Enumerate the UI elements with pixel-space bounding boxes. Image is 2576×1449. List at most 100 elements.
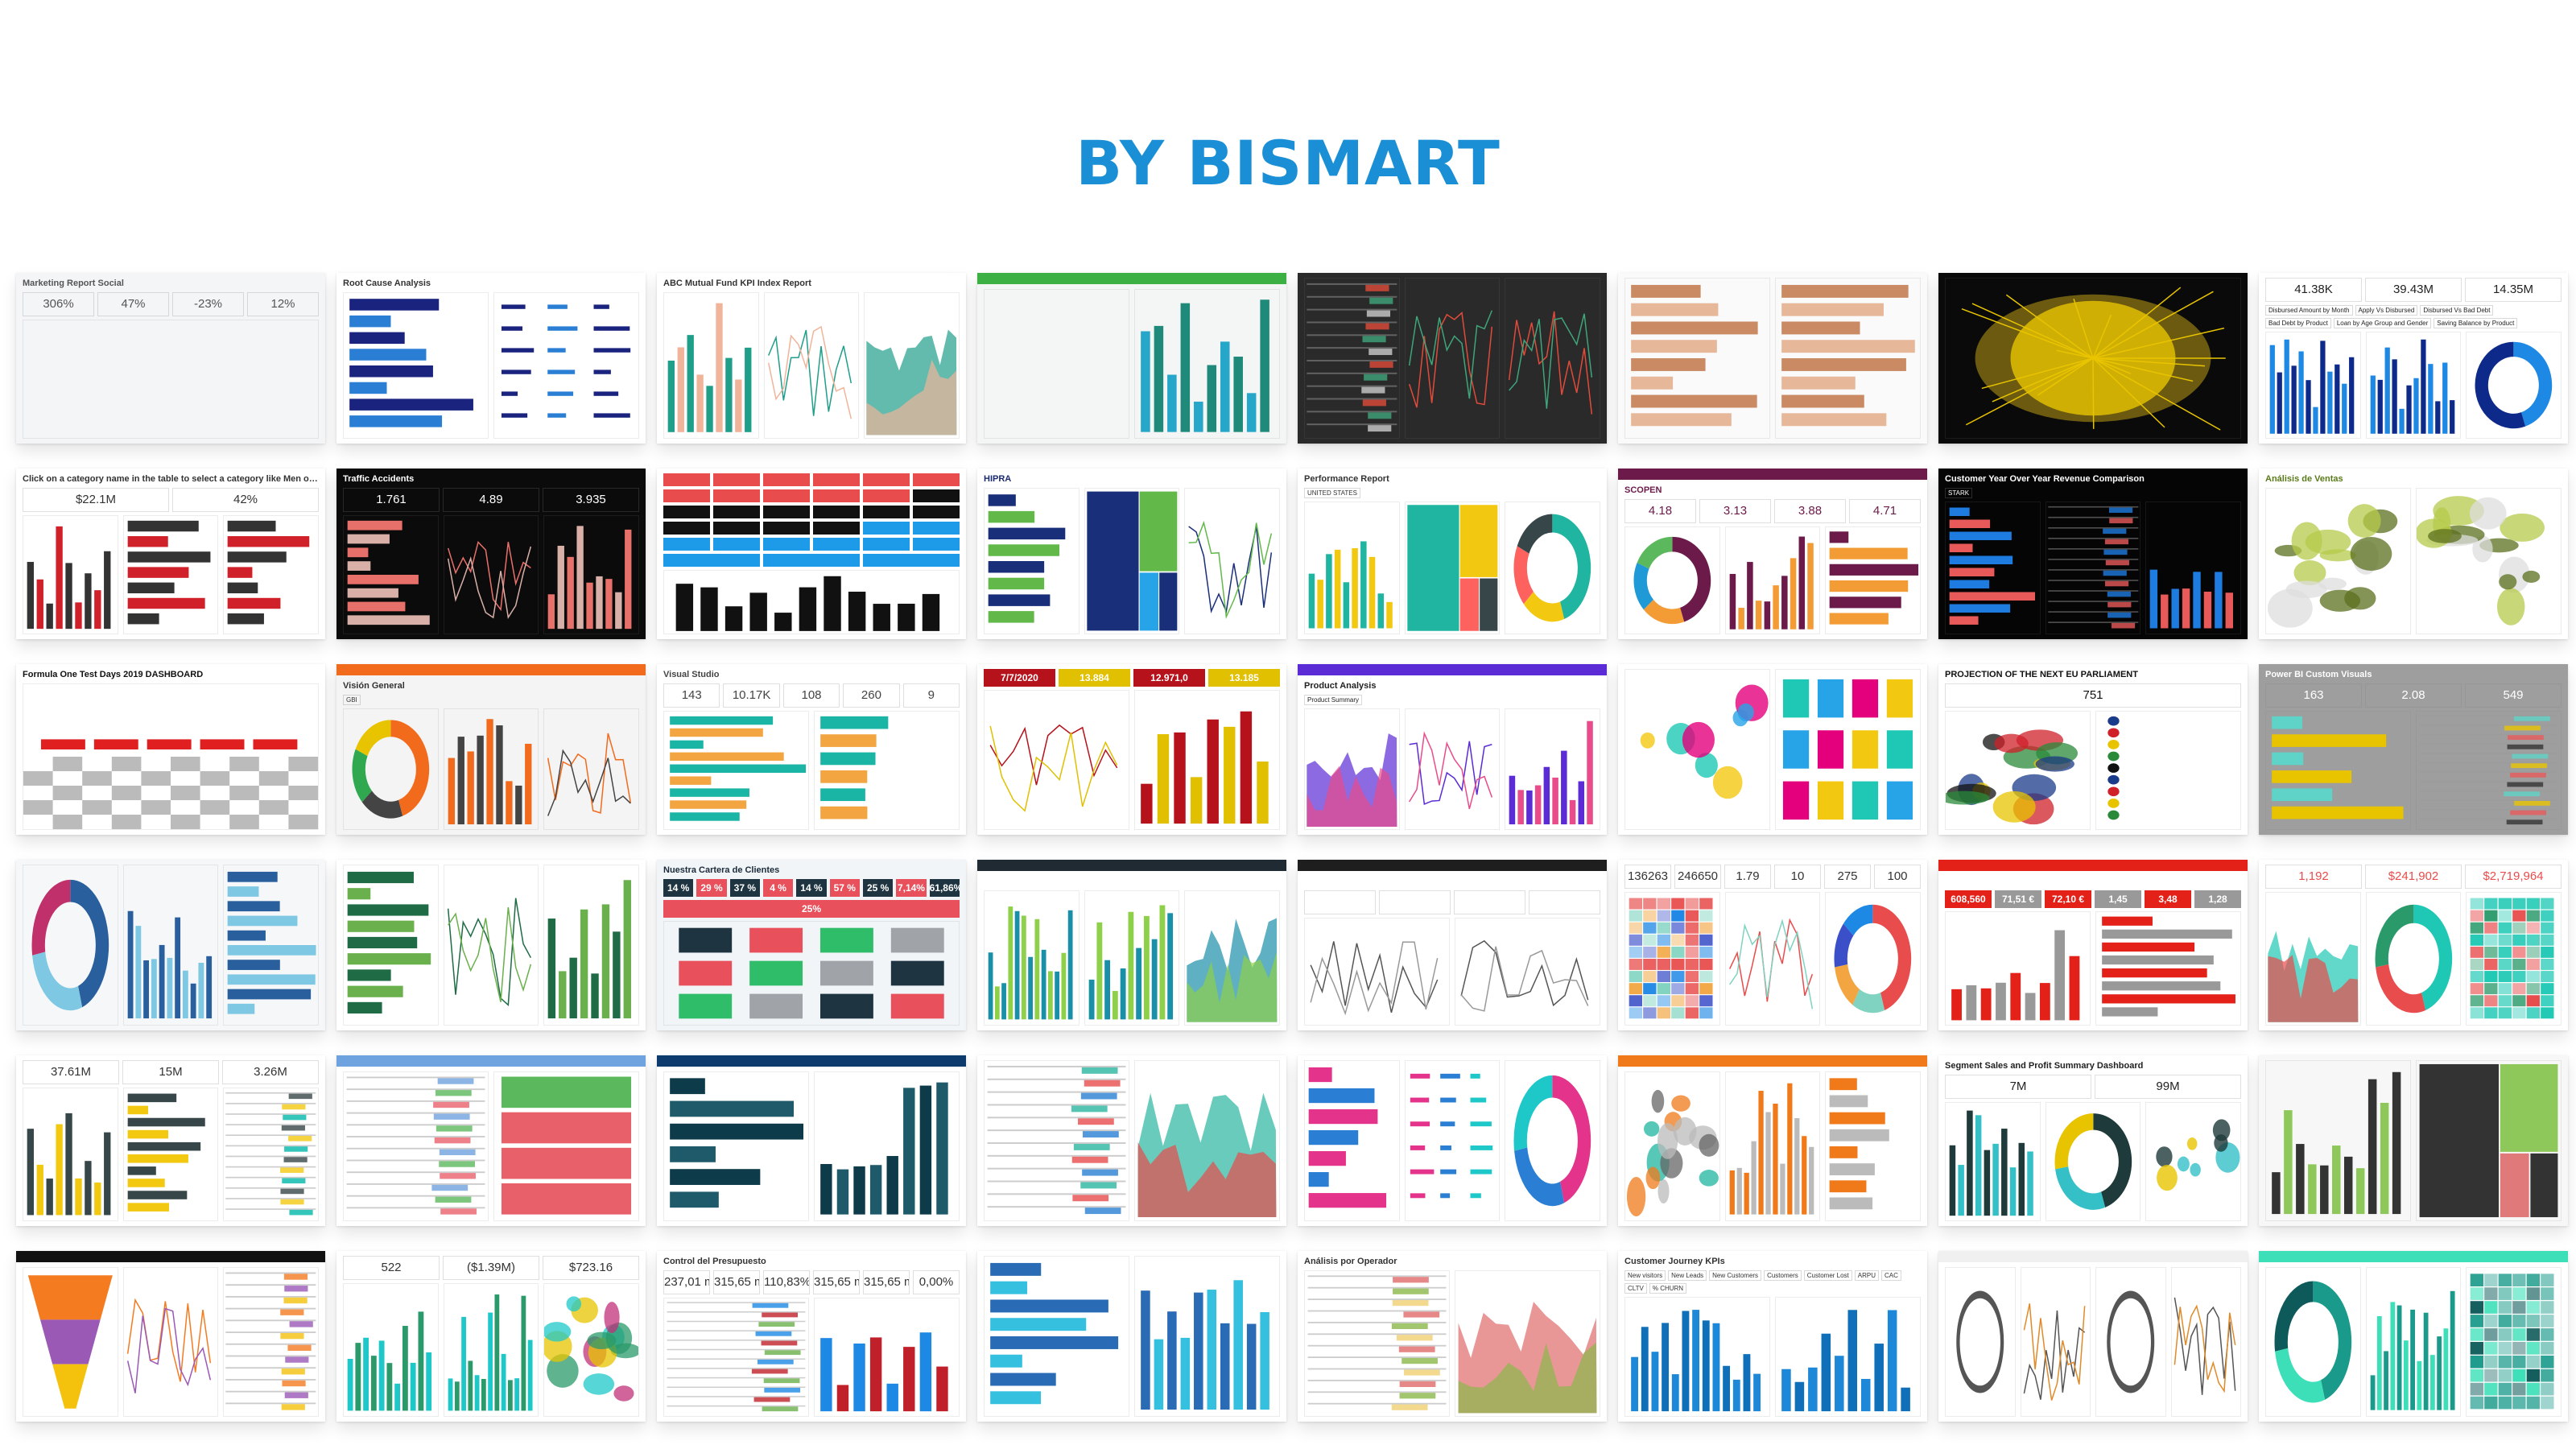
dashboard-thumbnail[interactable]: 522 ($1.39M) $723.16 <box>336 1251 646 1422</box>
bar <box>1738 607 1744 630</box>
table-cell <box>1361 386 1385 394</box>
dashboard-thumbnail[interactable] <box>657 1055 966 1226</box>
dashboard-thumbnail[interactable] <box>657 469 966 639</box>
dashboard-thumbnail[interactable]: Root Cause Analysis <box>336 273 646 444</box>
colored-tile <box>913 489 960 502</box>
bars-svg <box>820 1332 948 1412</box>
dashboard-thumbnail[interactable] <box>977 273 1286 444</box>
dashboard-thumbnail[interactable]: 7/7/2020 13.884 12.971,0 13.185 <box>977 664 1286 835</box>
dashboard-thumbnail[interactable]: Performance Report UNITED STATES <box>1298 469 1607 639</box>
dashboard-thumbnail[interactable]: Segment Sales and Profit Summary Dashboa… <box>1938 1055 2248 1226</box>
dashboard-thumbnail[interactable] <box>16 1251 325 1422</box>
dashboard-thumbnail[interactable]: 230,973,934 <box>977 860 1286 1030</box>
bars-svg <box>1781 1310 1910 1412</box>
bar <box>159 944 165 1019</box>
table-rule <box>1307 1356 1447 1358</box>
table-cell <box>280 1167 304 1173</box>
hbar <box>1949 616 1979 625</box>
dashboard-thumbnail[interactable] <box>2259 1055 2568 1226</box>
dashboard-thumbnail[interactable]: Traffic Accidents 1.761 4.89 3.935 <box>336 469 646 639</box>
table-cell <box>1391 1404 1428 1410</box>
bar <box>2449 400 2454 434</box>
kpi-value: 2.08 <box>2365 683 2462 708</box>
dashboard-thumbnail[interactable]: Customer Year Over Year Revenue Comparis… <box>1938 469 2248 639</box>
dashboard-thumbnail[interactable] <box>16 860 325 1030</box>
kpi-value: 14 % <box>663 879 694 897</box>
bar <box>1682 1311 1690 1412</box>
bar <box>2182 588 2190 629</box>
table-cell <box>433 1113 470 1120</box>
dashboard-thumbnail[interactable]: Análisis de Ventas <box>2259 469 2568 639</box>
dashboard-thumbnail[interactable]: Nuestra Cartera de Clientes 14 % 29 % 37 % 4… <box>657 860 966 1030</box>
heat-cell <box>1643 898 1657 910</box>
colored-tile <box>813 489 860 502</box>
dashboard-thumbnail[interactable] <box>336 1055 646 1226</box>
chart-label: UNITED STATES <box>1304 488 1360 498</box>
dashboard-thumbnail[interactable]: Product Analysis Product Summary <box>1298 664 1607 835</box>
dashboard-thumbnail[interactable] <box>977 1251 1286 1422</box>
dashboard-thumbnail[interactable]: Visión General GBI <box>336 664 646 835</box>
bar <box>1096 922 1102 1020</box>
table-svg <box>667 1302 806 1412</box>
dashboard-thumbnail[interactable]: 37.61M 15M 3.26M <box>16 1055 325 1226</box>
dashboard-thumbnail[interactable]: ABC Mutual Fund KPI Index Report <box>657 273 966 444</box>
dashboard-thumbnail[interactable] <box>1618 1055 1927 1226</box>
dashboard-thumbnail[interactable]: Visual Studio 143 10.17K 108 260 9 <box>657 664 966 835</box>
table-rule <box>987 1091 1126 1093</box>
heat-cell <box>2471 898 2484 910</box>
bar <box>501 1353 506 1411</box>
dashboard-thumbnail[interactable]: DUFRY 608,560 71,51 €72,10 €1,45 3,48 1,28 <box>1938 860 2248 1030</box>
mini-hbars-chart <box>1304 1060 1400 1221</box>
donut-slice <box>390 720 430 816</box>
bar <box>495 725 503 825</box>
dashboard-thumbnail[interactable]: Marketing Report Social 306% 47% -23% 12% <box>16 273 325 444</box>
dashboard-thumbnail[interactable]: SCOPEN 4.18 3.13 3.88 4.71 <box>1618 469 1927 639</box>
bars-svg <box>1088 905 1173 1020</box>
bars-svg <box>127 910 212 1019</box>
dashboard-thumbnail[interactable] <box>1938 273 2248 444</box>
mini-bars-chart <box>543 865 640 1026</box>
kpi-value: 260 <box>843 683 900 708</box>
checker-square <box>171 786 200 800</box>
bar <box>205 956 212 1019</box>
table-rule <box>225 1319 316 1322</box>
hbar <box>670 788 749 797</box>
dashboard-thumbnail[interactable]: Customer Journey KPIs New visitors New Lea… <box>1618 1251 1927 1422</box>
dashboard-thumbnail[interactable]: 1,192 $241,902 $2,719,964 <box>2259 860 2568 1030</box>
dashboard-thumbnail[interactable] <box>1298 1055 1607 1226</box>
thumbnail-header-bar <box>657 1055 966 1067</box>
dashboard-thumbnail[interactable]: PROJECTION OF THE NEXT EU PARLIAMENT 751 <box>1938 664 2248 835</box>
dashboard-thumbnail[interactable]: Formula One Test Days 2019 DASHBOARD <box>16 664 325 835</box>
kpi-value: 15M <box>122 1060 219 1084</box>
dashboard-thumbnail[interactable] <box>1618 273 1927 444</box>
dashboard-thumbnail[interactable] <box>1938 1251 2248 1422</box>
bar <box>1847 1310 1858 1412</box>
dashboard-thumbnail[interactable]: TORRES 25.56 15.23 3.23 8.02 <box>1298 860 1607 1030</box>
bar <box>799 587 817 631</box>
bar <box>2409 1309 2415 1410</box>
table-cell <box>2107 601 2132 608</box>
dashboard-thumbnail[interactable]: Power BI Custom Visuals 163 2.08 549 <box>2259 664 2568 835</box>
donut-svg <box>31 879 109 1011</box>
hbar <box>228 930 266 941</box>
dashboard-thumbnail[interactable]: 41.38K 39.43M 14.35M Disbursed Amount by Mo… <box>2259 273 2568 444</box>
dashboard-thumbnail[interactable]: Click on a category name in the table to… <box>16 469 325 639</box>
dashboard-thumbnail[interactable]: HIPRA <box>977 469 1286 639</box>
dashboard-thumbnail[interactable] <box>1618 664 1927 835</box>
dashboard-thumbnail[interactable] <box>336 860 646 1030</box>
bar <box>468 1360 473 1411</box>
dashboard-thumbnail[interactable]: 136263 246650 1.79 10 275 100 <box>1618 860 1927 1030</box>
table-rule <box>1307 347 1397 349</box>
map-region <box>2428 529 2462 543</box>
donut-slice <box>2275 1348 2326 1403</box>
heat-cell <box>2471 1382 2484 1396</box>
dashboard-thumbnail[interactable] <box>1298 273 1607 444</box>
dashboard-thumbnail[interactable]: Análisis por Operador <box>1298 1251 1607 1422</box>
bar <box>2380 1102 2389 1215</box>
dashboard-thumbnail[interactable] <box>977 1055 1286 1226</box>
dashboard-thumbnail[interactable] <box>2259 1251 2568 1422</box>
heat-cell <box>2499 1007 2512 1019</box>
bar <box>1509 775 1516 825</box>
heat-cell <box>2541 1287 2554 1300</box>
